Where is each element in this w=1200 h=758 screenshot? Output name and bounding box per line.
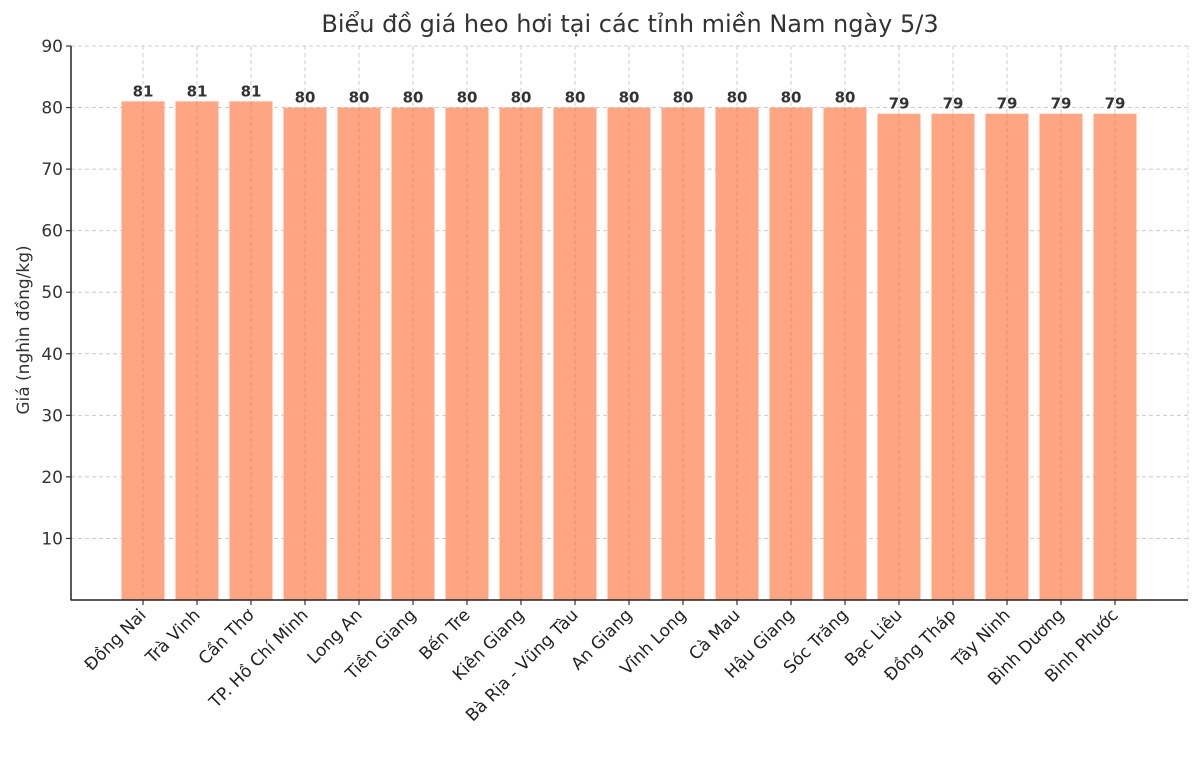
bar-value-label: 79 xyxy=(943,95,964,113)
y-tick-label: 20 xyxy=(41,468,63,488)
y-tick-label: 10 xyxy=(41,529,63,549)
y-tick-label: 90 xyxy=(41,37,63,57)
y-tick-label: 70 xyxy=(41,160,63,180)
y-tick-label: 40 xyxy=(41,345,63,365)
bar xyxy=(985,113,1029,600)
bar-value-label: 80 xyxy=(295,89,316,107)
bar-value-label: 79 xyxy=(1051,95,1072,113)
y-tick-label: 30 xyxy=(41,406,63,426)
x-category-label: Trà Vinh xyxy=(141,605,204,668)
bar-value-label: 81 xyxy=(187,82,208,100)
bar-value-label: 80 xyxy=(457,89,478,107)
bars: 81 81 81 80 80 80 80 80 80 80 80 80 80 80 79 79 79 79 79 xyxy=(121,82,1137,601)
x-category-label: TP. Hồ Chí Minh xyxy=(204,605,312,713)
bar-value-label: 80 xyxy=(349,89,370,107)
bar-value-label: 79 xyxy=(997,95,1018,113)
bar-value-label: 79 xyxy=(1105,95,1126,113)
bar-value-label: 80 xyxy=(673,89,694,107)
chart-title: Biểu đồ giá heo hơi tại các tỉnh miền Na… xyxy=(321,10,939,38)
x-category-label: Đồng Nai xyxy=(80,605,150,675)
bar xyxy=(877,113,921,600)
y-tick-label: 60 xyxy=(41,222,63,242)
bar-value-label: 80 xyxy=(781,89,802,107)
bar-value-label: 80 xyxy=(511,89,532,107)
bar-value-label: 81 xyxy=(241,82,262,100)
y-tick-label: 80 xyxy=(41,99,63,119)
bar xyxy=(1093,113,1137,600)
bar xyxy=(1039,113,1083,600)
bar-value-label: 80 xyxy=(403,89,424,107)
bar-value-label: 80 xyxy=(565,89,586,107)
bar-value-label: 81 xyxy=(133,82,154,100)
bar-value-label: 80 xyxy=(727,89,748,107)
y-axis-ticks: 10 20 30 40 50 60 70 80 90 xyxy=(41,37,71,549)
bar-value-label: 80 xyxy=(835,89,856,107)
bar-value-label: 80 xyxy=(619,89,640,107)
y-tick-label: 50 xyxy=(41,283,63,303)
bar-value-label: 79 xyxy=(889,95,910,113)
bar xyxy=(931,113,975,600)
